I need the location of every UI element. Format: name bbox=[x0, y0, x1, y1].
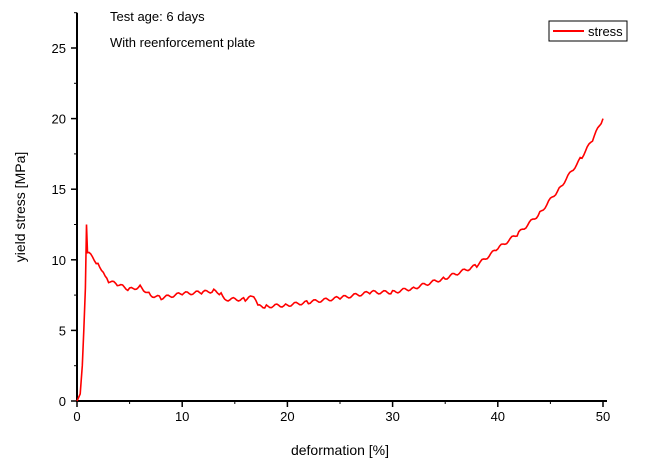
x-tick-label: 0 bbox=[73, 409, 80, 424]
legend: stress bbox=[548, 20, 628, 42]
y-tick-label: 5 bbox=[59, 323, 66, 338]
series-line-stress bbox=[76, 118, 604, 402]
legend-label-stress: stress bbox=[588, 24, 623, 39]
y-tick-label: 10 bbox=[52, 253, 66, 268]
x-tick-label: 30 bbox=[385, 409, 399, 424]
x-tick-label: 50 bbox=[596, 409, 610, 424]
x-axis-label: deformation [%] bbox=[291, 442, 389, 458]
x-tick-label: 20 bbox=[280, 409, 294, 424]
y-tick-label: 20 bbox=[52, 112, 66, 127]
x-tick-label: 10 bbox=[175, 409, 189, 424]
x-tick-label: 40 bbox=[491, 409, 505, 424]
annotation-test-age: Test age: 6 days bbox=[110, 9, 205, 24]
y-tick-label: 0 bbox=[59, 394, 66, 409]
annotation-plate: With reenforcement plate bbox=[110, 35, 255, 50]
y-tick-label: 15 bbox=[52, 182, 66, 197]
y-axis-label: yield stress [MPa] bbox=[12, 152, 28, 262]
y-tick-label: 25 bbox=[52, 41, 66, 56]
legend-box bbox=[548, 20, 628, 42]
